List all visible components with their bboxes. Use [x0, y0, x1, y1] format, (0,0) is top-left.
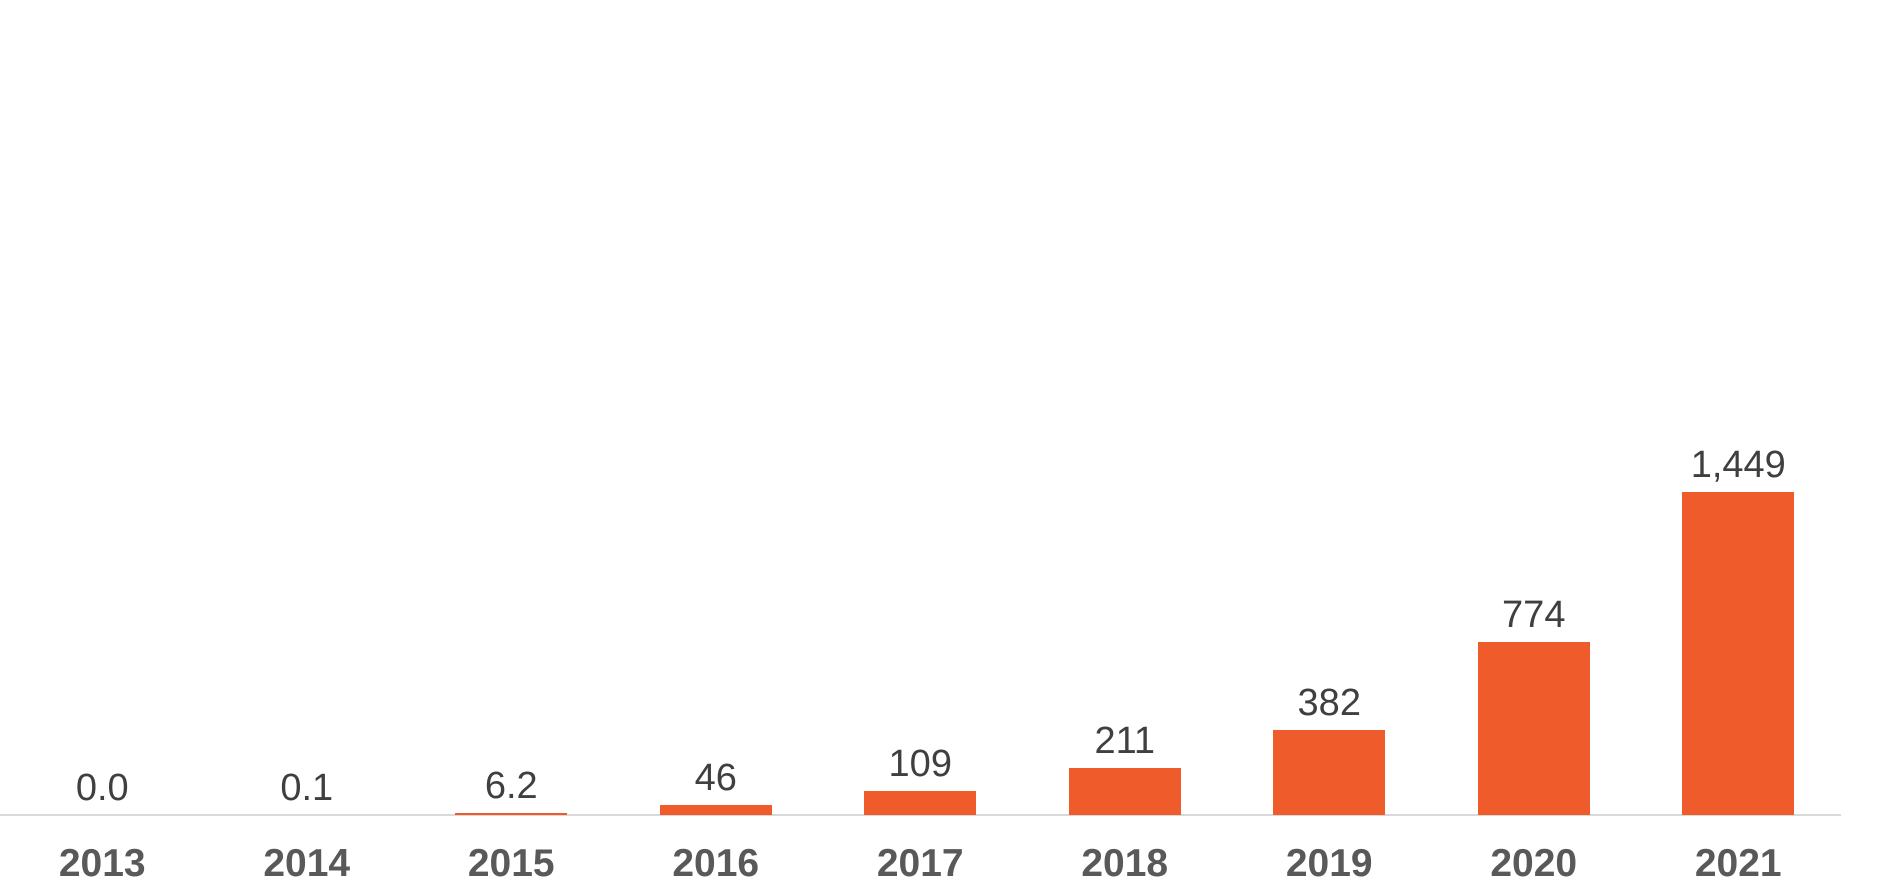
value-label-2017: 109	[888, 743, 952, 785]
bar-column-2016: 46 2016	[614, 0, 819, 889]
bar-column-2020: 774 2020	[1432, 0, 1637, 889]
value-label-2014: 0.1	[280, 767, 334, 809]
bar-2020	[1477, 642, 1590, 815]
value-label-2021: 1,449	[1690, 444, 1786, 486]
bar-column-2014: 0.1 2014	[205, 0, 410, 889]
category-label-2021: 2021	[1694, 842, 1782, 885]
x-axis-line	[0, 814, 1841, 816]
bar-column-2013: 0.0 2013	[0, 0, 205, 889]
bar-2019	[1273, 730, 1386, 815]
value-label-2016: 46	[694, 757, 737, 799]
value-label-2019: 382	[1297, 682, 1361, 724]
value-label-2020: 774	[1502, 594, 1566, 636]
value-label-2018: 211	[1094, 720, 1156, 762]
bar-column-2017: 109 2017	[818, 0, 1023, 889]
bar-2015	[455, 813, 568, 815]
bar-2021	[1682, 492, 1795, 815]
bar-column-2019: 382 2019	[1227, 0, 1432, 889]
category-label-2017: 2017	[876, 842, 964, 885]
category-label-2013: 2013	[58, 842, 146, 885]
category-label-2015: 2015	[467, 842, 555, 885]
category-label-2018: 2018	[1081, 842, 1169, 885]
bar-column-2015: 6.2 2015	[409, 0, 614, 889]
value-label-2015: 6.2	[484, 765, 538, 807]
bar-column-2018: 211 2018	[1023, 0, 1228, 889]
bar-column-2021: 1,449 2021	[1636, 0, 1841, 889]
bar-2016	[659, 805, 772, 815]
category-label-2014: 2014	[263, 842, 351, 885]
bar-2017	[864, 791, 977, 815]
category-label-2019: 2019	[1285, 842, 1373, 885]
value-label-2013: 0.0	[75, 767, 129, 809]
category-label-2016: 2016	[672, 842, 760, 885]
bar-2018	[1068, 768, 1181, 815]
category-label-2020: 2020	[1490, 842, 1578, 885]
